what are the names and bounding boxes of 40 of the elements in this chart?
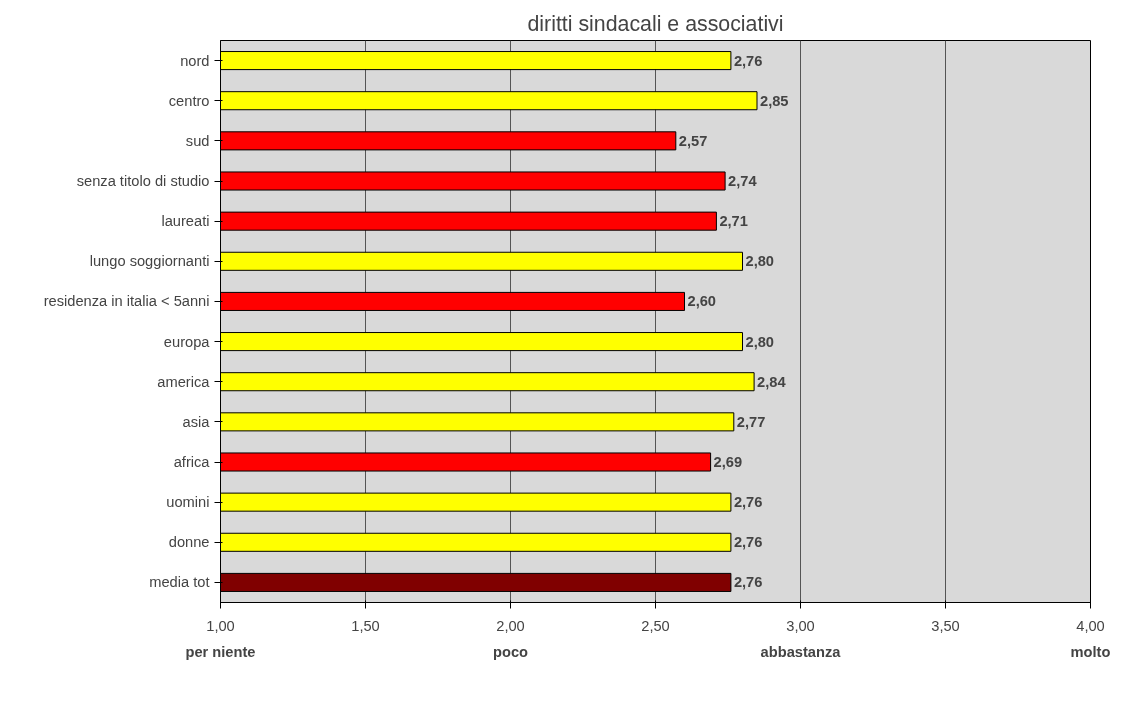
- y-tick-label: centro: [168, 92, 210, 109]
- chart-title: diritti sindacali e associativi: [527, 11, 784, 36]
- data-label: 2,77: [736, 413, 766, 430]
- y-tick-label: media tot: [149, 574, 210, 591]
- x-tick-label: 1,50: [351, 617, 380, 634]
- y-tick-label: senza titolo di studio: [76, 173, 210, 189]
- data-label: 2,85: [760, 92, 789, 109]
- x-tick-label: 4,00: [1076, 617, 1105, 634]
- data-label: 2,69: [713, 454, 743, 470]
- data-label: 2,76: [733, 534, 763, 551]
- text: poco: [493, 643, 529, 660]
- data-label: 2,80: [745, 333, 775, 350]
- data-label: 2,71: [719, 213, 748, 230]
- data-label: 2,76: [733, 494, 763, 511]
- text: molto: [1070, 643, 1111, 660]
- y-tick-label: africa: [173, 454, 211, 470]
- y-tick-label: residenza in italia < 5anni: [43, 293, 210, 310]
- x-tick-label: 2,50: [641, 617, 670, 634]
- y-tick-label: europa: [163, 333, 211, 350]
- y-tick-label: sud: [185, 132, 210, 149]
- data-label: 2,74: [728, 173, 758, 189]
- x-tick-label: 3,50: [931, 617, 960, 634]
- text: abbastanza: [760, 643, 842, 660]
- y-tick-label: uomini: [166, 494, 210, 511]
- y-tick-label: asia: [182, 413, 211, 430]
- data-label: 2,76: [733, 52, 763, 69]
- y-tick-label: laureati: [161, 213, 210, 230]
- data-label: 2,57: [678, 132, 708, 149]
- data-label: 2,80: [745, 253, 775, 270]
- data-label: 2,60: [687, 293, 717, 310]
- y-tick-label: america: [157, 373, 211, 390]
- x-tick-label: 3,00: [786, 617, 815, 634]
- y-tick-label: donne: [168, 534, 210, 551]
- data-label: 2,76: [733, 574, 763, 591]
- text: per niente: [185, 643, 256, 660]
- data-label: 2,84: [757, 373, 787, 390]
- x-tick-label: 2,00: [496, 617, 525, 634]
- y-tick-label: nord: [180, 52, 210, 69]
- y-tick-label: lungo soggiornanti: [89, 253, 210, 270]
- x-tick-label: 1,00: [206, 617, 235, 634]
